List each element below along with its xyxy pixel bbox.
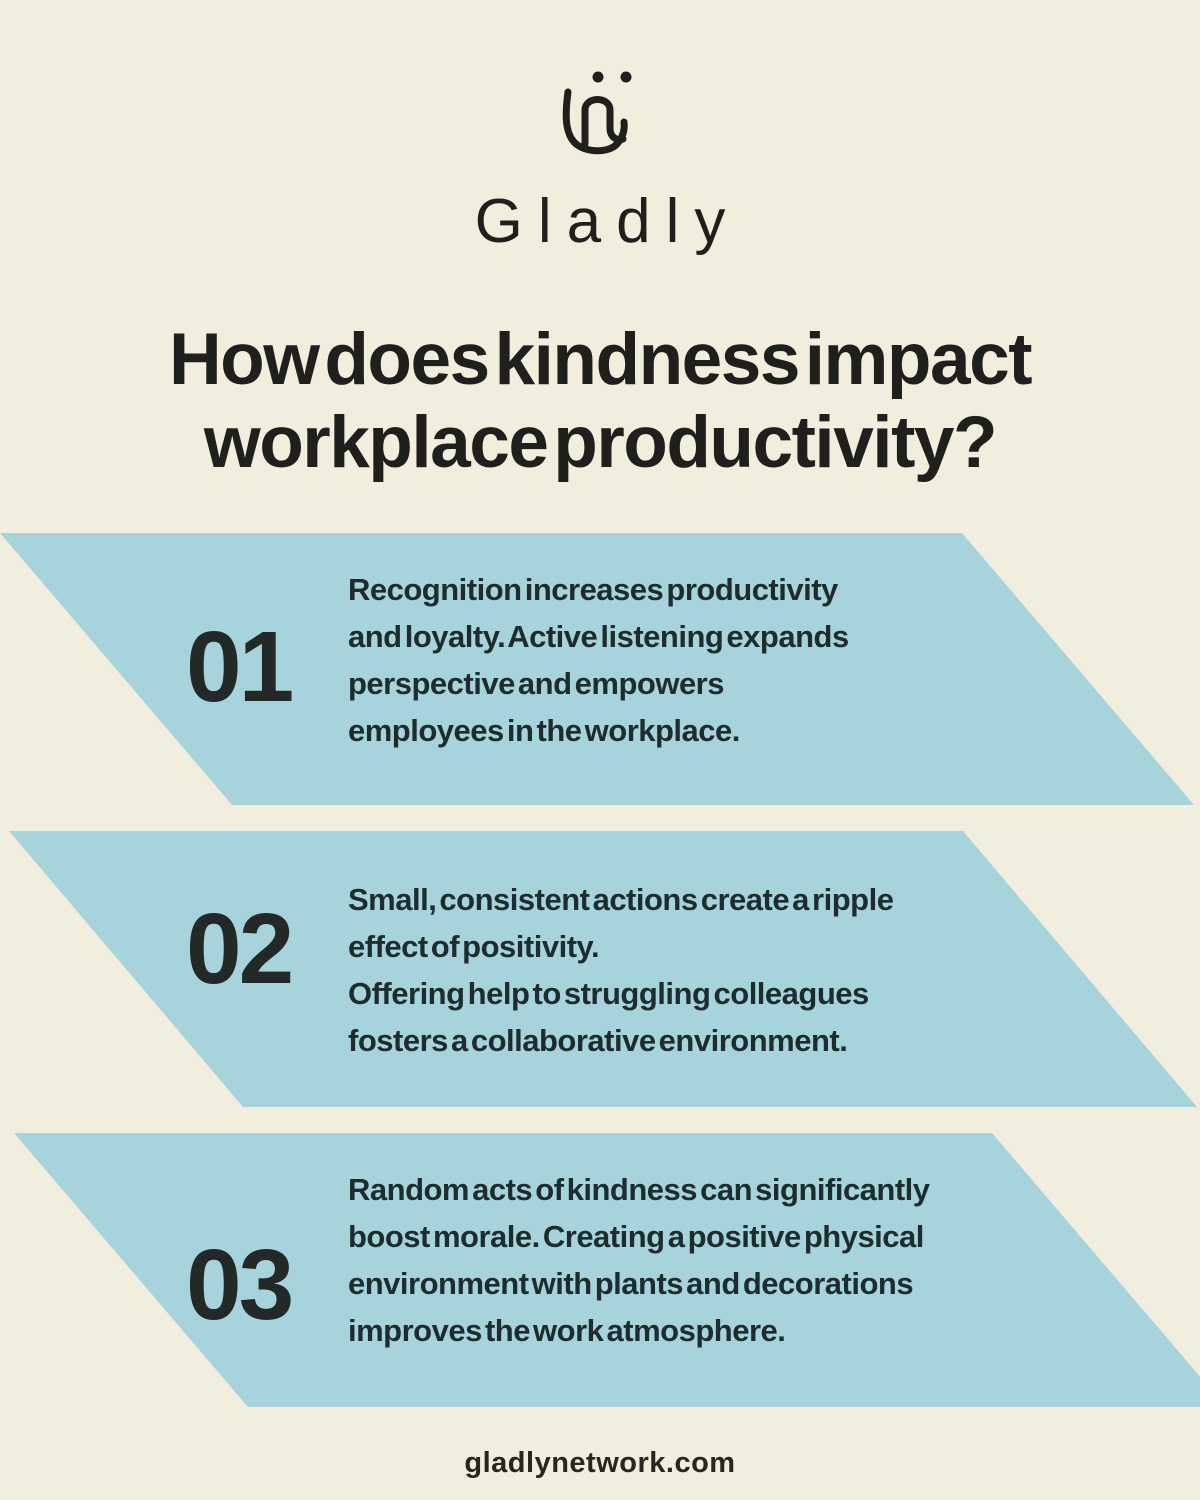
section-text: Recognition increases productivity and l… (348, 572, 849, 748)
headline: How does kindness impact workplace produ… (168, 319, 1033, 483)
section-number: 02 (186, 893, 294, 1005)
gladly-monogram-icon (562, 71, 632, 155)
section-band-03: 03 Random acts of kindness can significa… (14, 1133, 1200, 1407)
section-band-01: 01 Recognition increases productivity an… (0, 533, 1194, 805)
section-band-02: 02 Small, consistent actions create a ri… (9, 831, 1197, 1107)
section-text: Small, consistent actions create a rippl… (348, 882, 894, 1058)
section-text: Random acts of kindness can significantl… (348, 1172, 930, 1348)
website-url: gladlynetwork.com (464, 1447, 736, 1479)
section-number: 01 (186, 611, 294, 723)
brand-wordmark: Gladly (474, 187, 741, 256)
section-number: 03 (186, 1229, 294, 1341)
